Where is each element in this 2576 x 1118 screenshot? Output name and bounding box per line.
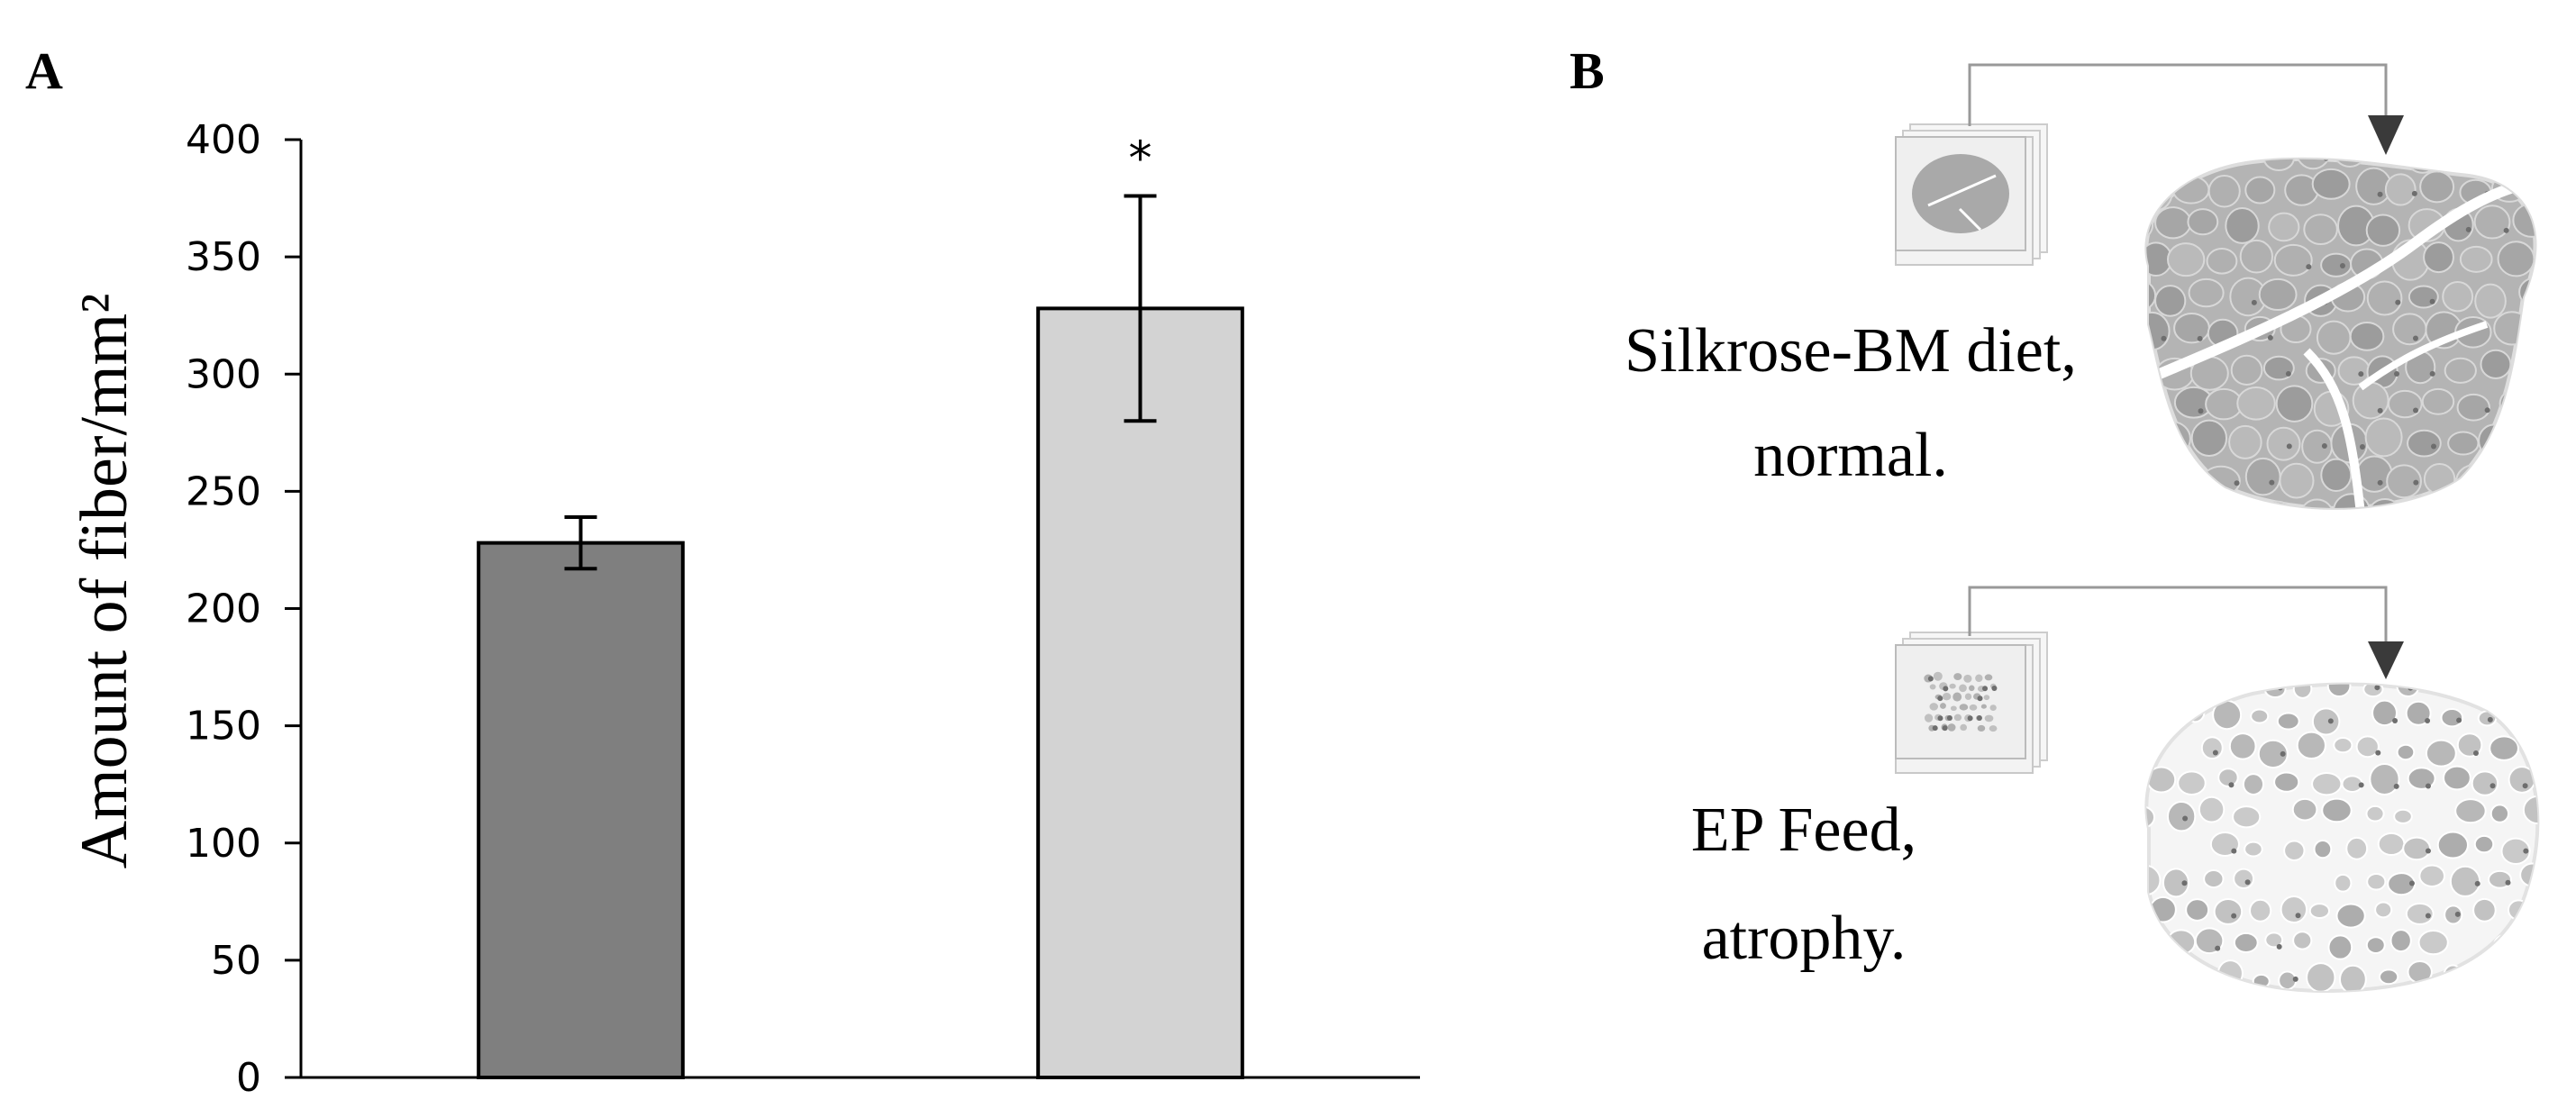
bar [1036, 306, 1244, 1079]
y-tick-label: 150 [186, 704, 261, 750]
y-tick-label: 400 [186, 117, 261, 163]
y-tick-label: 50 [211, 938, 261, 984]
slide-stack-icon [1895, 123, 2048, 266]
bars-group: * [477, 132, 1244, 1079]
panel-a-label: A [25, 41, 63, 100]
slide-stack-icon [1895, 632, 2048, 774]
caption-normal-line2: normal. [1753, 421, 1948, 490]
y-tick-label: 200 [186, 586, 261, 632]
illustration-normal: Silkrose-BM diet, normal. [1625, 63, 2537, 510]
significance-marker: * [1129, 132, 1152, 186]
arrow-connector-normal [1968, 63, 2388, 135]
y-tick-label: 0 [236, 1055, 261, 1101]
muscle-cross-section-normal-icon [2144, 157, 2537, 510]
y-axis-title: Amount of fiber/mm² [68, 294, 141, 869]
panel-b-label: B [1570, 41, 1605, 100]
y-axis-ticks: 0 50 100 150 200 250 300 350 400 [186, 117, 301, 1101]
y-tick-label: 350 [186, 234, 261, 280]
y-tick-label: 100 [186, 821, 261, 867]
y-tick-label: 250 [186, 468, 261, 514]
caption-atrophy-line2: atrophy. [1702, 904, 1907, 973]
bar [477, 541, 685, 1079]
caption-atrophy-line1: EP Feed, [1691, 795, 1916, 865]
muscle-cross-section-atrophy-icon [2144, 682, 2540, 994]
arrow-connector-atrophy [1968, 586, 2388, 649]
caption-normal-line1: Silkrose-BM diet, [1625, 316, 2077, 386]
arrow-head-normal [2368, 115, 2404, 155]
arrow-head-atrophy [2368, 641, 2404, 679]
bar-chart: Amount of fiber/mm² 0 50 100 150 200 250 300 35… [68, 117, 1420, 1101]
illustration-atrophy: EP Feed, atrophy. [1691, 586, 2540, 994]
y-tick-label: 300 [186, 351, 261, 397]
